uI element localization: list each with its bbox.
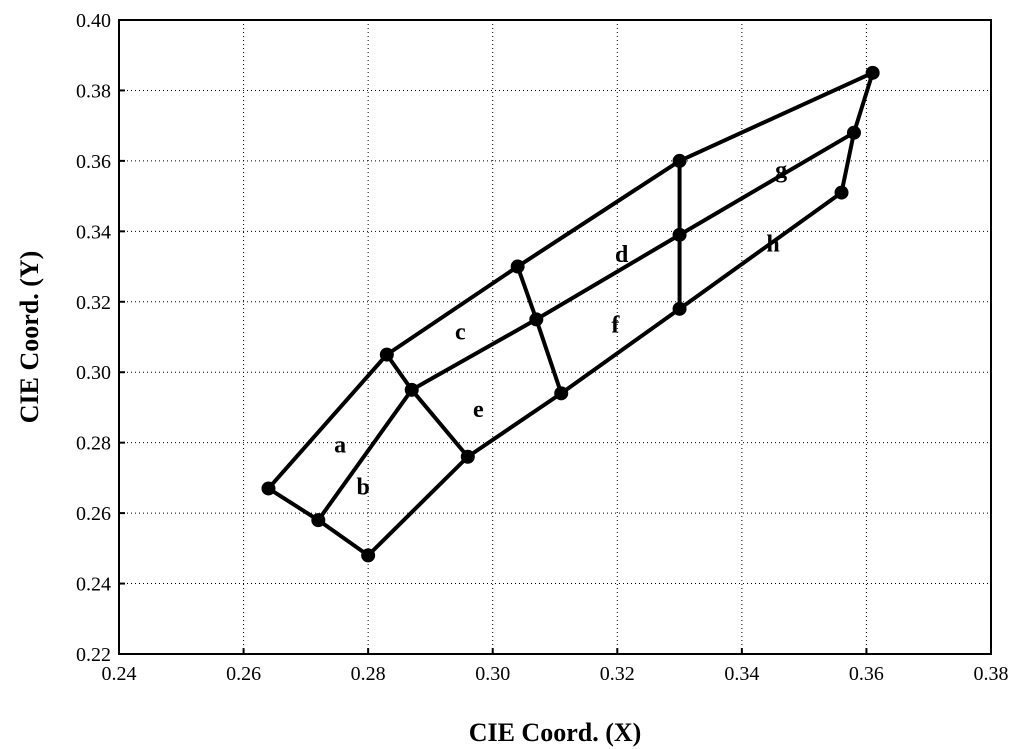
network-edge	[266, 352, 389, 491]
region-label-f: f	[611, 313, 620, 339]
region-label-g: g	[775, 158, 787, 184]
network-edge	[515, 158, 682, 269]
data-point	[261, 481, 276, 496]
data-point	[404, 382, 419, 397]
network-edge	[534, 232, 682, 322]
x-tick-label: 0.26	[226, 663, 261, 685]
network-edge	[839, 130, 856, 195]
network-edge	[316, 518, 371, 558]
region-label-h: h	[766, 232, 779, 258]
y-tick-label: 0.30	[76, 362, 111, 384]
data-point	[672, 301, 687, 316]
x-tick-label: 0.30	[475, 663, 510, 685]
y-axis-title: CIE Coord. (Y)	[15, 251, 44, 424]
network-edges	[266, 70, 875, 558]
data-points	[261, 65, 880, 563]
data-point	[554, 386, 569, 401]
x-tick-label: 0.28	[351, 663, 386, 685]
network-edge	[851, 70, 875, 135]
y-tick-labels: 0.22 0.24 0.26 0.28 0.30 0.32 0.34 0.36 0.38 0.40	[76, 10, 125, 666]
y-tick-label: 0.40	[76, 10, 111, 32]
region-label-a: a	[334, 432, 346, 458]
y-tick-label: 0.38	[76, 80, 111, 102]
y-tick-label: 0.24	[76, 574, 111, 596]
plot-frame	[118, 19, 992, 655]
data-point	[311, 513, 326, 528]
region-label-d: d	[615, 242, 629, 268]
network-edge	[366, 454, 470, 558]
network-edge	[559, 306, 682, 396]
data-point	[865, 65, 880, 80]
x-tick-label: 0.34	[724, 663, 759, 685]
data-point	[510, 259, 525, 274]
network-edge	[316, 387, 414, 523]
y-tick-label: 0.22	[76, 644, 111, 666]
data-point	[846, 125, 861, 140]
y-tick-label: 0.32	[76, 292, 111, 314]
x-axis-title: CIE Coord. (X)	[469, 718, 642, 747]
region-label-e: e	[473, 397, 484, 423]
x-tick-label: 0.24	[102, 663, 137, 685]
x-tick-label: 0.32	[600, 663, 635, 685]
data-point	[672, 227, 687, 242]
network-edge	[409, 317, 539, 392]
network-edge	[409, 387, 470, 459]
y-tick-label: 0.26	[76, 503, 111, 525]
data-point	[672, 153, 687, 168]
x-tick-label: 0.38	[974, 663, 1009, 685]
region-label-b: b	[356, 475, 369, 501]
y-tick-label: 0.34	[76, 221, 111, 243]
network-edge	[677, 70, 875, 163]
x-tick-label: 0.36	[849, 663, 884, 685]
network-edge	[465, 391, 564, 459]
network-edge	[677, 130, 856, 237]
data-point	[529, 312, 544, 327]
data-point	[361, 548, 376, 563]
network-edge	[384, 264, 520, 357]
region-labels: ab c e d f g h	[334, 158, 787, 501]
x-tick-labels: 0.24 0.26 0.28 0.30 0.32 0.34 0.36 0.38	[102, 648, 1009, 685]
data-point	[460, 449, 475, 464]
network-edge	[515, 264, 539, 322]
network-edge	[677, 190, 844, 311]
network-edge	[384, 352, 414, 392]
data-point	[379, 347, 394, 362]
region-label-c: c	[455, 320, 466, 346]
network-edge	[534, 317, 564, 396]
data-point	[834, 185, 849, 200]
network-edge	[266, 486, 321, 523]
y-tick-label: 0.36	[76, 151, 111, 173]
y-tick-label: 0.28	[76, 433, 111, 455]
